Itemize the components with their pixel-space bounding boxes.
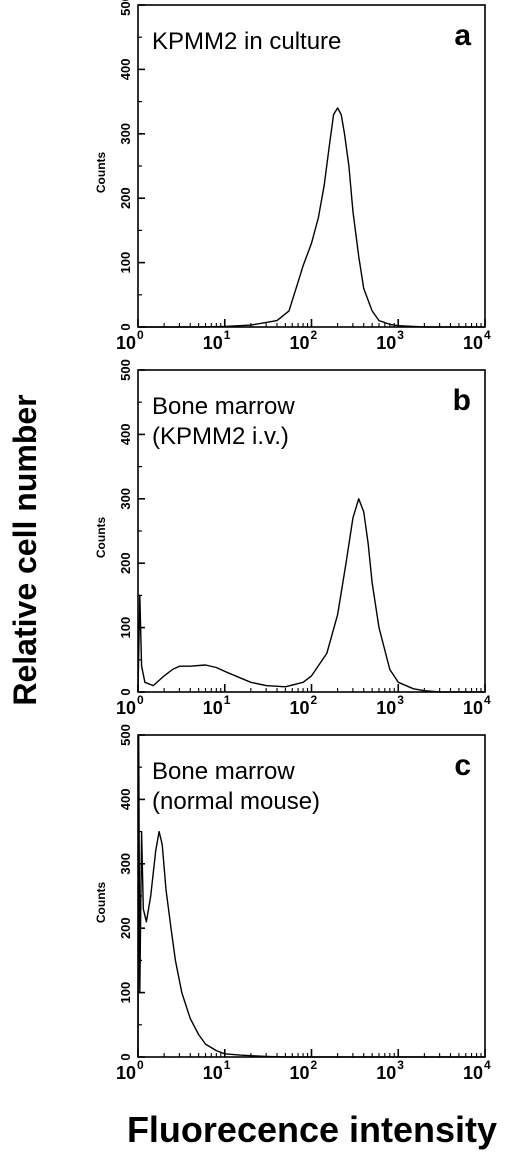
x-tick-label: 10 3 (376, 1058, 404, 1083)
x-tick-label: 10 3 (376, 328, 404, 353)
y-tick-label: 100 (118, 617, 133, 639)
y-tick-label: 0 (118, 688, 133, 695)
y-tick-label: 500 (118, 724, 133, 746)
x-tick-base: 10 (463, 333, 483, 353)
panel-letter: c (454, 749, 471, 782)
panel-annotation: Bone marrow (152, 758, 295, 785)
y-axis-label: Counts (94, 516, 108, 558)
x-tick-exponent: 0 (137, 328, 144, 342)
x-tick-exponent: 4 (484, 693, 491, 707)
x-tick-base: 10 (376, 333, 396, 353)
x-tick-base: 10 (289, 1063, 309, 1083)
x-tick-exponent: 3 (397, 693, 404, 707)
x-tick-label: 10 2 (289, 693, 317, 718)
x-tick-base: 10 (203, 698, 223, 718)
y-axis-label: Counts (94, 151, 108, 193)
y-tick-label: 300 (118, 853, 133, 875)
x-tick-base: 10 (376, 1063, 396, 1083)
x-tick-label: 10 4 (463, 328, 491, 353)
x-tick-label: 10 2 (289, 1058, 317, 1083)
y-tick-label: 400 (118, 59, 133, 81)
x-tick-label: 10 1 (203, 328, 231, 353)
x-tick-base: 10 (203, 1063, 223, 1083)
x-tick-label: 10 1 (203, 1058, 231, 1083)
histogram-series (138, 107, 485, 328)
x-tick-exponent: 1 (224, 1058, 231, 1072)
panel-annotation: KPMM2 in culture (152, 28, 341, 55)
y-tick-label: 300 (118, 488, 133, 510)
y-tick-label: 500 (118, 359, 133, 381)
x-tick-exponent: 4 (484, 1058, 491, 1072)
x-tick-exponent: 2 (311, 328, 318, 342)
x-tick-label: 10 1 (203, 693, 231, 718)
x-tick-base: 10 (376, 698, 396, 718)
x-tick-exponent: 0 (137, 693, 144, 707)
x-tick-exponent: 2 (311, 1058, 318, 1072)
y-tick-label: 0 (118, 1053, 133, 1060)
y-tick-label: 100 (118, 252, 133, 274)
x-tick-base: 10 (463, 1063, 483, 1083)
panel-annotation: Bone marrow (152, 393, 295, 420)
y-tick-label: 200 (118, 187, 133, 209)
x-tick-exponent: 0 (137, 1058, 144, 1072)
x-tick-exponent: 3 (397, 328, 404, 342)
panel-letter: a (454, 19, 471, 52)
histogram-series (137, 734, 485, 1058)
x-tick-base: 10 (116, 698, 136, 718)
y-tick-label: 200 (118, 552, 133, 574)
x-tick-base: 10 (116, 1063, 136, 1083)
x-tick-exponent: 3 (397, 1058, 404, 1072)
x-tick-base: 10 (463, 698, 483, 718)
y-tick-label: 400 (118, 424, 133, 446)
panel-annotation: (normal mouse) (152, 788, 320, 815)
y-tick-label: 100 (118, 982, 133, 1004)
figure-y-axis-label: Relative cell number (7, 394, 43, 705)
x-tick-label: 10 0 (116, 693, 144, 718)
x-tick-exponent: 2 (311, 693, 318, 707)
x-tick-base: 10 (289, 698, 309, 718)
x-tick-exponent: 1 (224, 328, 231, 342)
panel-annotation: (KPMM2 i.v.) (152, 423, 289, 450)
x-tick-base: 10 (116, 333, 136, 353)
y-axis-label: Counts (94, 881, 108, 923)
x-tick-base: 10 (203, 333, 223, 353)
figure-x-axis-label: Fluorecence intensity (127, 1109, 497, 1150)
y-tick-label: 400 (118, 789, 133, 811)
x-tick-label: 10 2 (289, 328, 317, 353)
x-tick-label: 10 0 (116, 328, 144, 353)
y-tick-label: 200 (118, 917, 133, 939)
x-tick-label: 10 0 (116, 1058, 144, 1083)
x-tick-label: 10 3 (376, 693, 404, 718)
y-tick-label: 0 (118, 323, 133, 330)
x-tick-base: 10 (289, 333, 309, 353)
y-tick-label: 500 (118, 0, 133, 16)
x-tick-exponent: 4 (484, 328, 491, 342)
panel-letter: b (453, 384, 471, 417)
x-tick-label: 10 4 (463, 1058, 491, 1083)
histogram-series (137, 498, 485, 693)
x-tick-exponent: 1 (224, 693, 231, 707)
y-tick-label: 300 (118, 123, 133, 145)
x-tick-label: 10 4 (463, 693, 491, 718)
